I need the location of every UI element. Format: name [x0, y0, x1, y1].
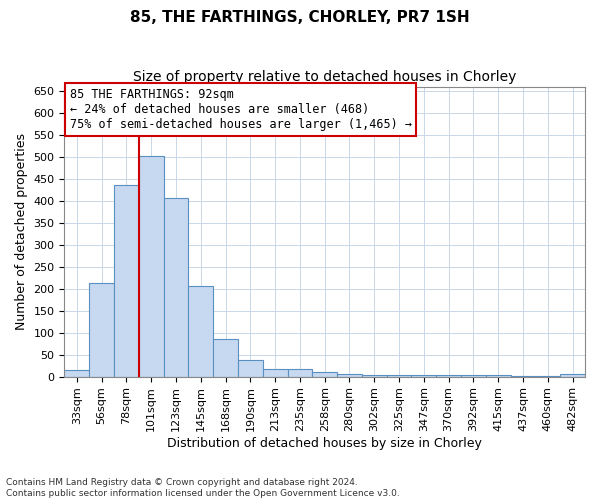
Bar [188, 286, 213, 376]
Text: Contains HM Land Registry data © Crown copyright and database right 2024.
Contai: Contains HM Land Registry data © Crown c… [6, 478, 400, 498]
Bar [213, 339, 238, 376]
Bar [337, 374, 362, 376]
Bar [313, 372, 337, 376]
Bar [263, 368, 287, 376]
Text: 85, THE FARTHINGS, CHORLEY, PR7 1SH: 85, THE FARTHINGS, CHORLEY, PR7 1SH [130, 10, 470, 25]
Title: Size of property relative to detached houses in Chorley: Size of property relative to detached ho… [133, 70, 517, 84]
Bar [139, 156, 164, 376]
Bar [64, 370, 89, 376]
X-axis label: Distribution of detached houses by size in Chorley: Distribution of detached houses by size … [167, 437, 482, 450]
Bar [560, 374, 585, 376]
Bar [436, 375, 461, 376]
Bar [362, 375, 386, 376]
Bar [386, 375, 412, 376]
Bar [89, 283, 114, 376]
Bar [287, 368, 313, 376]
Bar [114, 184, 139, 376]
Bar [461, 375, 486, 376]
Text: 85 THE FARTHINGS: 92sqm
← 24% of detached houses are smaller (468)
75% of semi-d: 85 THE FARTHINGS: 92sqm ← 24% of detache… [70, 88, 412, 131]
Y-axis label: Number of detached properties: Number of detached properties [15, 133, 28, 330]
Bar [238, 360, 263, 376]
Bar [486, 375, 511, 376]
Bar [164, 198, 188, 376]
Bar [412, 375, 436, 376]
